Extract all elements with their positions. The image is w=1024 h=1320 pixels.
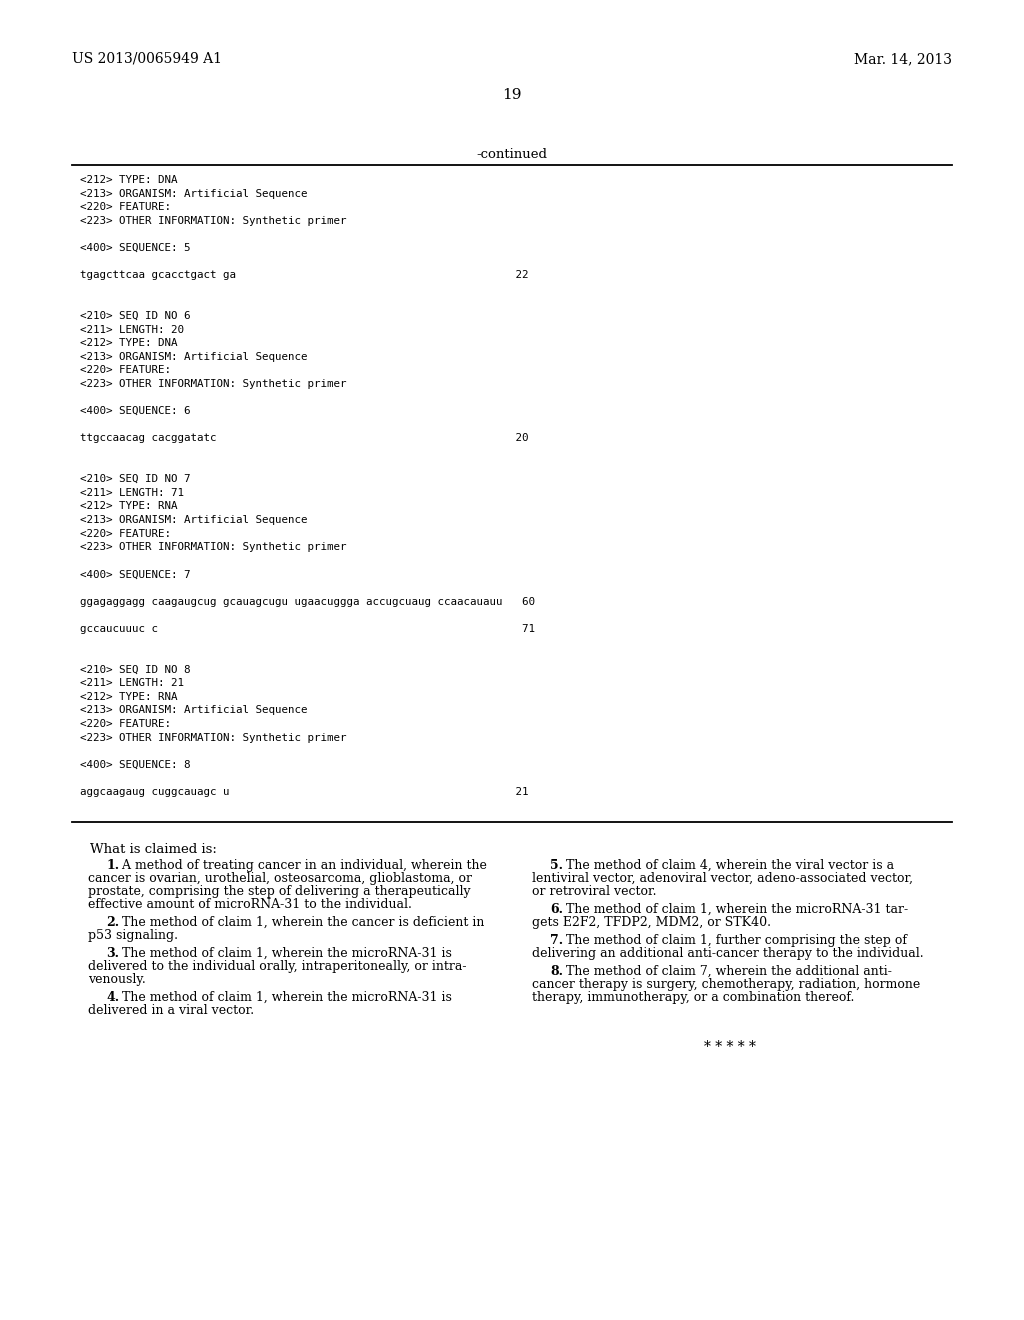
Text: The method of claim 1, wherein the cancer is deficient in: The method of claim 1, wherein the cance… bbox=[118, 916, 484, 929]
Text: aggcaagaug cuggcauagc u                                            21: aggcaagaug cuggcauagc u 21 bbox=[80, 787, 528, 797]
Text: or retroviral vector.: or retroviral vector. bbox=[532, 884, 656, 898]
Text: 7.: 7. bbox=[550, 935, 563, 946]
Text: <223> OTHER INFORMATION: Synthetic primer: <223> OTHER INFORMATION: Synthetic prime… bbox=[80, 733, 346, 743]
Text: gccaucuuuc c                                                        71: gccaucuuuc c 71 bbox=[80, 624, 535, 634]
Text: delivering an additional anti-cancer therapy to the individual.: delivering an additional anti-cancer the… bbox=[532, 946, 924, 960]
Text: A method of treating cancer in an individual, wherein the: A method of treating cancer in an indivi… bbox=[118, 859, 486, 873]
Text: <213> ORGANISM: Artificial Sequence: <213> ORGANISM: Artificial Sequence bbox=[80, 705, 307, 715]
Text: <400> SEQUENCE: 6: <400> SEQUENCE: 6 bbox=[80, 407, 190, 416]
Text: <220> FEATURE:: <220> FEATURE: bbox=[80, 366, 171, 375]
Text: The method of claim 4, wherein the viral vector is a: The method of claim 4, wherein the viral… bbox=[562, 859, 894, 873]
Text: <211> LENGTH: 71: <211> LENGTH: 71 bbox=[80, 488, 184, 498]
Text: <400> SEQUENCE: 5: <400> SEQUENCE: 5 bbox=[80, 243, 190, 253]
Text: <210> SEQ ID NO 8: <210> SEQ ID NO 8 bbox=[80, 664, 190, 675]
Text: The method of claim 1, wherein the microRNA-31 is: The method of claim 1, wherein the micro… bbox=[118, 946, 452, 960]
Text: delivered to the individual orally, intraperitoneally, or intra-: delivered to the individual orally, intr… bbox=[88, 960, 467, 973]
Text: 19: 19 bbox=[502, 88, 522, 102]
Text: <212> TYPE: RNA: <212> TYPE: RNA bbox=[80, 502, 177, 511]
Text: <220> FEATURE:: <220> FEATURE: bbox=[80, 202, 171, 213]
Text: * * * * *: * * * * * bbox=[705, 1040, 756, 1053]
Text: <211> LENGTH: 21: <211> LENGTH: 21 bbox=[80, 678, 184, 688]
Text: 1.: 1. bbox=[106, 859, 119, 873]
Text: tgagcttcaa gcacctgact ga                                           22: tgagcttcaa gcacctgact ga 22 bbox=[80, 271, 528, 280]
Text: delivered in a viral vector.: delivered in a viral vector. bbox=[88, 1005, 254, 1016]
Text: ggagaggagg caagaugcug gcauagcugu ugaacuggga accugcuaug ccaacauauu   60: ggagaggagg caagaugcug gcauagcugu ugaacug… bbox=[80, 597, 535, 607]
Text: <220> FEATURE:: <220> FEATURE: bbox=[80, 719, 171, 729]
Text: <212> TYPE: RNA: <212> TYPE: RNA bbox=[80, 692, 177, 702]
Text: ttgccaacag cacggatatc                                              20: ttgccaacag cacggatatc 20 bbox=[80, 433, 528, 444]
Text: <213> ORGANISM: Artificial Sequence: <213> ORGANISM: Artificial Sequence bbox=[80, 189, 307, 198]
Text: <212> TYPE: DNA: <212> TYPE: DNA bbox=[80, 338, 177, 348]
Text: 4.: 4. bbox=[106, 991, 119, 1005]
Text: <213> ORGANISM: Artificial Sequence: <213> ORGANISM: Artificial Sequence bbox=[80, 352, 307, 362]
Text: cancer is ovarian, urothelial, osteosarcoma, glioblastoma, or: cancer is ovarian, urothelial, osteosarc… bbox=[88, 873, 472, 884]
Text: Mar. 14, 2013: Mar. 14, 2013 bbox=[854, 51, 952, 66]
Text: The method of claim 1, wherein the microRNA-31 tar-: The method of claim 1, wherein the micro… bbox=[562, 903, 908, 916]
Text: <210> SEQ ID NO 6: <210> SEQ ID NO 6 bbox=[80, 312, 190, 321]
Text: lentiviral vector, adenoviral vector, adeno-associated vector,: lentiviral vector, adenoviral vector, ad… bbox=[532, 873, 913, 884]
Text: US 2013/0065949 A1: US 2013/0065949 A1 bbox=[72, 51, 222, 66]
Text: therapy, immunotherapy, or a combination thereof.: therapy, immunotherapy, or a combination… bbox=[532, 991, 854, 1005]
Text: 8.: 8. bbox=[550, 965, 563, 978]
Text: <210> SEQ ID NO 7: <210> SEQ ID NO 7 bbox=[80, 474, 190, 484]
Text: venously.: venously. bbox=[88, 973, 145, 986]
Text: cancer therapy is surgery, chemotherapy, radiation, hormone: cancer therapy is surgery, chemotherapy,… bbox=[532, 978, 921, 991]
Text: -continued: -continued bbox=[476, 148, 548, 161]
Text: p53 signaling.: p53 signaling. bbox=[88, 929, 178, 942]
Text: effective amount of microRNA-31 to the individual.: effective amount of microRNA-31 to the i… bbox=[88, 898, 412, 911]
Text: The method of claim 1, wherein the microRNA-31 is: The method of claim 1, wherein the micro… bbox=[118, 991, 452, 1005]
Text: What is claimed is:: What is claimed is: bbox=[90, 843, 217, 855]
Text: 3.: 3. bbox=[106, 946, 119, 960]
Text: <223> OTHER INFORMATION: Synthetic primer: <223> OTHER INFORMATION: Synthetic prime… bbox=[80, 543, 346, 552]
Text: <223> OTHER INFORMATION: Synthetic primer: <223> OTHER INFORMATION: Synthetic prime… bbox=[80, 379, 346, 389]
Text: 6.: 6. bbox=[550, 903, 563, 916]
Text: The method of claim 1, further comprising the step of: The method of claim 1, further comprisin… bbox=[562, 935, 907, 946]
Text: The method of claim 7, wherein the additional anti-: The method of claim 7, wherein the addit… bbox=[562, 965, 892, 978]
Text: <213> ORGANISM: Artificial Sequence: <213> ORGANISM: Artificial Sequence bbox=[80, 515, 307, 525]
Text: <211> LENGTH: 20: <211> LENGTH: 20 bbox=[80, 325, 184, 334]
Text: <220> FEATURE:: <220> FEATURE: bbox=[80, 528, 171, 539]
Text: <212> TYPE: DNA: <212> TYPE: DNA bbox=[80, 176, 177, 185]
Text: 2.: 2. bbox=[106, 916, 119, 929]
Text: <400> SEQUENCE: 8: <400> SEQUENCE: 8 bbox=[80, 760, 190, 770]
Text: <223> OTHER INFORMATION: Synthetic primer: <223> OTHER INFORMATION: Synthetic prime… bbox=[80, 215, 346, 226]
Text: prostate, comprising the step of delivering a therapeutically: prostate, comprising the step of deliver… bbox=[88, 884, 471, 898]
Text: <400> SEQUENCE: 7: <400> SEQUENCE: 7 bbox=[80, 569, 190, 579]
Text: gets E2F2, TFDP2, MDM2, or STK40.: gets E2F2, TFDP2, MDM2, or STK40. bbox=[532, 916, 771, 929]
Text: 5.: 5. bbox=[550, 859, 563, 873]
